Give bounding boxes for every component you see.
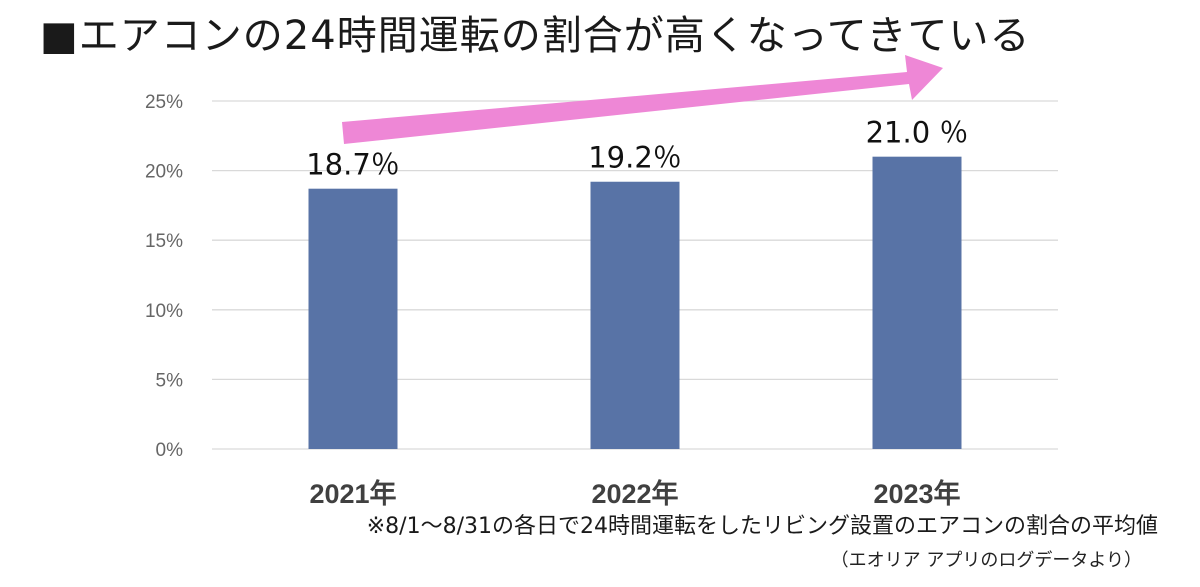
data-label: 18.7％ bbox=[306, 148, 400, 182]
data-label: 19.2％ bbox=[588, 141, 682, 175]
bar bbox=[872, 156, 962, 449]
y-tick-label: 25% bbox=[145, 92, 183, 113]
trend-arrow-icon bbox=[342, 55, 943, 144]
footnote: ※8/1〜8/31の各日で24時間運転をしたリビング設置のエアコンの割合の平均値 bbox=[366, 514, 1158, 539]
trend-arrow bbox=[342, 55, 943, 144]
data-labels: 18.7％ 19.2％ 21.0 ％ bbox=[306, 116, 968, 182]
bar bbox=[308, 188, 398, 450]
y-tick-label: 5% bbox=[156, 370, 184, 391]
y-axis-ticks: 0% 5% 10% 15% 20% 25% bbox=[145, 92, 183, 461]
y-tick-label: 15% bbox=[145, 231, 183, 252]
y-tick-label: 10% bbox=[145, 301, 183, 322]
y-tick-label: 0% bbox=[156, 440, 184, 461]
y-tick-label: 20% bbox=[145, 162, 183, 183]
x-axis-ticks: 2021年 2022年 2023年 bbox=[309, 478, 960, 509]
x-tick-label: 2021年 bbox=[309, 478, 396, 509]
bars bbox=[308, 156, 962, 450]
bar bbox=[590, 181, 680, 449]
source-note: （エオリア アプリのログデータより） bbox=[830, 550, 1142, 571]
chart-title: ■エアコンの24時間運転の割合が高くなってきている bbox=[40, 13, 1031, 59]
data-label: 21.0 ％ bbox=[866, 116, 969, 150]
x-tick-label: 2023年 bbox=[873, 478, 960, 509]
x-tick-label: 2022年 bbox=[591, 478, 678, 509]
